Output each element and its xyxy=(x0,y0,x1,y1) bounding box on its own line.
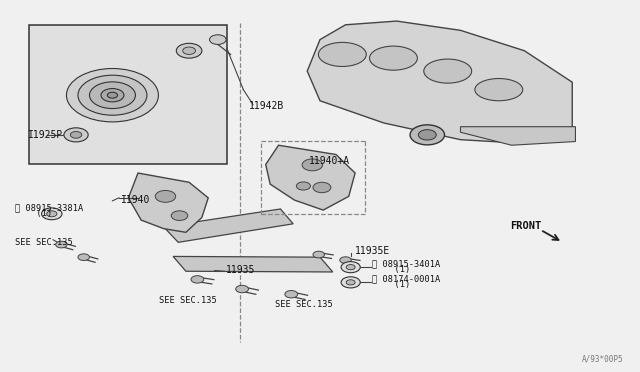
Circle shape xyxy=(341,277,360,288)
Text: Ⓑ 08174-0001A: Ⓑ 08174-0001A xyxy=(372,274,440,283)
Circle shape xyxy=(191,276,204,283)
Text: Ⓦ 08915-3381A: Ⓦ 08915-3381A xyxy=(15,203,83,212)
Circle shape xyxy=(70,132,82,138)
Circle shape xyxy=(67,68,159,122)
Circle shape xyxy=(302,159,323,171)
Text: 11940+A: 11940+A xyxy=(308,156,349,166)
Circle shape xyxy=(313,251,324,258)
Circle shape xyxy=(340,257,351,263)
Text: A/93*00P5: A/93*00P5 xyxy=(582,354,623,363)
Circle shape xyxy=(410,125,445,145)
Circle shape xyxy=(209,35,226,44)
Text: SEE SEC.135: SEE SEC.135 xyxy=(275,300,333,309)
Ellipse shape xyxy=(319,42,366,67)
Circle shape xyxy=(156,190,175,202)
Circle shape xyxy=(108,92,118,98)
Polygon shape xyxy=(461,127,575,145)
Text: 11935: 11935 xyxy=(225,266,255,276)
Circle shape xyxy=(176,43,202,58)
Circle shape xyxy=(182,47,195,54)
Polygon shape xyxy=(307,21,572,143)
Circle shape xyxy=(90,82,136,109)
Text: (1): (1) xyxy=(384,265,410,274)
Circle shape xyxy=(285,291,298,298)
Polygon shape xyxy=(173,256,333,272)
Text: (1): (1) xyxy=(384,280,410,289)
Ellipse shape xyxy=(475,78,523,101)
Ellipse shape xyxy=(424,59,472,83)
Circle shape xyxy=(296,182,310,190)
Circle shape xyxy=(56,241,67,248)
Circle shape xyxy=(64,128,88,142)
Circle shape xyxy=(78,254,90,260)
Text: I1940: I1940 xyxy=(121,195,150,205)
Text: (1): (1) xyxy=(26,209,52,218)
Circle shape xyxy=(42,208,62,220)
Circle shape xyxy=(172,211,188,221)
Circle shape xyxy=(419,130,436,140)
Polygon shape xyxy=(266,145,355,210)
Circle shape xyxy=(236,285,248,293)
Text: SEE SEC.135: SEE SEC.135 xyxy=(15,238,72,247)
Text: FRONT: FRONT xyxy=(510,221,541,231)
Text: I1925P: I1925P xyxy=(28,130,63,140)
Polygon shape xyxy=(129,173,208,232)
Circle shape xyxy=(78,75,147,115)
Circle shape xyxy=(313,182,331,193)
Circle shape xyxy=(47,211,57,217)
FancyBboxPatch shape xyxy=(29,25,227,164)
Ellipse shape xyxy=(369,46,417,70)
Circle shape xyxy=(101,89,124,102)
Circle shape xyxy=(341,262,360,273)
Text: 11935E: 11935E xyxy=(355,246,390,256)
Text: Ⓦ 08915-3401A: Ⓦ 08915-3401A xyxy=(372,259,440,268)
Text: 11942B: 11942B xyxy=(248,101,284,111)
Circle shape xyxy=(346,280,355,285)
Text: SEE SEC.135: SEE SEC.135 xyxy=(159,296,217,305)
Polygon shape xyxy=(164,209,293,242)
Circle shape xyxy=(346,264,355,270)
